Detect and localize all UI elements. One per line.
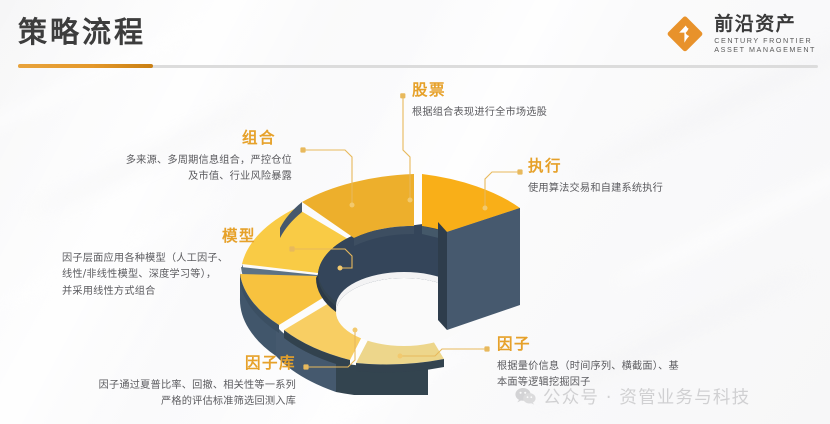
callout-stock[interactable]: 股票 根据组合表现进行全市场选股 xyxy=(412,81,642,121)
callout-model-heading: 模型 xyxy=(221,227,256,245)
wechat-icon xyxy=(515,388,536,405)
title-underline-gray xyxy=(18,65,818,68)
brand-logo-text: 前沿资产 CENTURY FRONTIER ASSET MANAGEMENT xyxy=(714,12,816,54)
callout-factor-heading: 因子 xyxy=(497,335,532,353)
callout-factor[interactable]: 因子 根据量价信息（时间序列、横截面）、基 本面等逻辑挖掘因子 xyxy=(497,335,727,392)
callout-execution-body: 使用算法交易和自建系统执行 xyxy=(528,182,664,194)
callout-factor-body: 根据量价信息（时间序列、横截面）、基 本面等逻辑挖掘因子 xyxy=(497,360,679,389)
title-underline xyxy=(18,64,818,68)
callout-execution[interactable]: 执行 使用算法交易和自建系统执行 xyxy=(528,157,758,197)
donut-segment-model xyxy=(240,267,329,333)
brand-name-cn: 前沿资产 xyxy=(714,12,797,35)
callout-portfolio-body: 多来源、多周期信息组合，严控仓位 及市值、行业风险暴露 xyxy=(125,154,292,183)
watermark: 公众号 · 资管业务与科技 xyxy=(515,384,750,409)
callout-portfolio-heading: 组合 xyxy=(241,129,276,147)
callout-stock-heading: 股票 xyxy=(412,81,447,99)
diamond-leaf-logo-icon xyxy=(667,16,703,52)
callout-factor-library-body: 因子通过夏普比率、回撤、相关性等一系列 严格的评估标准筛选回测入库 xyxy=(98,379,296,408)
brand-logo: 前沿资产 CENTURY FRONTIER ASSET MANAGEMENT xyxy=(665,14,816,54)
callout-execution-heading: 执行 xyxy=(528,157,563,175)
callout-portfolio[interactable]: 组合 多来源、多周期信息组合，严控仓位 及市值、行业风险暴露 xyxy=(70,129,292,186)
page-title: 策略流程 xyxy=(18,15,147,49)
callout-factor-library[interactable]: 因子库 因子通过夏普比率、回撤、相关性等一系列 严格的评估标准筛选回测入库 xyxy=(44,354,296,411)
callout-model-body: 因子层面应用各种模型（人工因子、 线性/非线性模型、深度学习等）， 并采用线性方… xyxy=(62,252,229,297)
watermark-label: 公众号 · 资管业务与科技 xyxy=(543,388,751,408)
callout-factor-library-heading: 因子库 xyxy=(244,354,296,372)
callout-stock-body: 根据组合表现进行全市场选股 xyxy=(412,106,548,118)
title-underline-accent xyxy=(18,64,153,68)
brand-name-en-line2: ASSET MANAGEMENT xyxy=(714,45,816,54)
brand-name-en-line1: CENTURY FRONTIER xyxy=(714,35,813,45)
callout-model[interactable]: 模型 因子层面应用各种模型（人工因子、 线性/非线性模型、深度学习等）， 并采用… xyxy=(62,227,284,300)
